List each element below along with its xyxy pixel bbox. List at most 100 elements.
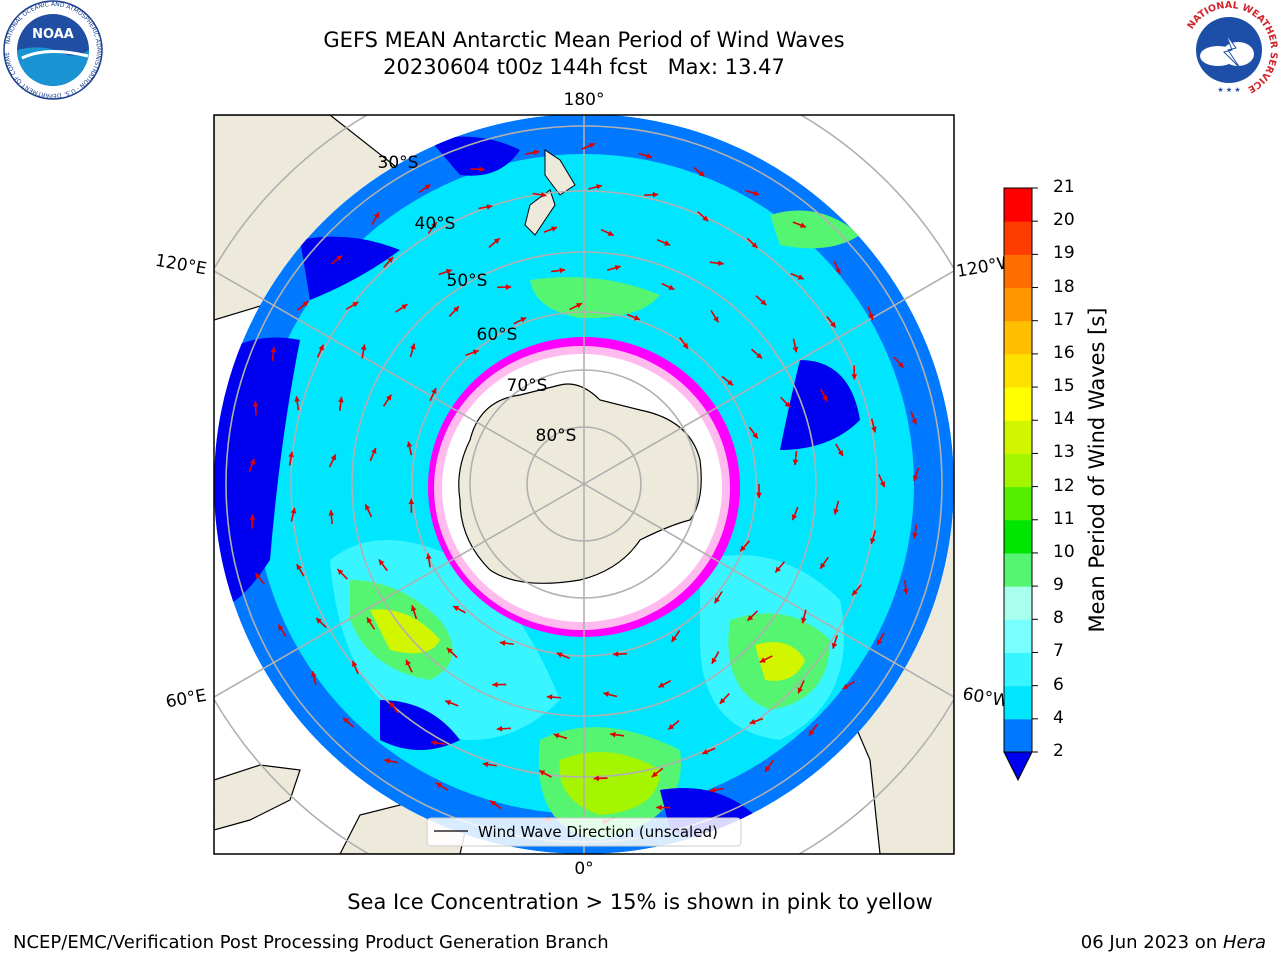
wind-wave-arrowhead <box>740 545 746 552</box>
wind-wave-arrowhead <box>784 401 791 408</box>
wind-wave-arrowhead <box>410 605 417 612</box>
wind-wave-arrowhead <box>714 597 720 604</box>
wind-wave-arrowhead <box>603 691 610 698</box>
antarctica-land <box>458 383 702 584</box>
lat-label-60s: 60°S <box>477 325 518 345</box>
wind-wave-arrowhead <box>760 299 767 306</box>
wind-wave-arrowhead <box>431 388 437 395</box>
wind-wave-arrowhead <box>249 458 256 465</box>
wind-wave-arrowhead <box>302 301 309 307</box>
wind-wave-arrowhead <box>556 652 563 658</box>
wind-wave-arrowhead <box>425 553 432 560</box>
map-area[interactable]: Wind Wave Direction (unscaled) <box>156 0 1012 960</box>
colorbar-tick-label: 10 <box>1053 541 1075 562</box>
colorbar-extend-triangle <box>1003 751 1033 782</box>
colorbar-tick-label: 2 <box>1053 741 1064 761</box>
colorbar-band <box>1004 254 1032 289</box>
wind-wave-arrowhead <box>472 349 479 356</box>
wind-wave-arrowhead <box>912 475 919 482</box>
wind-wave-arrowhead <box>318 344 324 351</box>
colorbar-band <box>1004 353 1032 388</box>
colorbar-tick-label: 9 <box>1053 575 1064 596</box>
wind-wave-arrowhead <box>710 787 716 793</box>
wind-wave-arrowhead <box>792 346 799 353</box>
colorbar-band <box>1004 320 1032 355</box>
wind-wave-arrowhead <box>668 284 675 290</box>
wind-wave-arrowhead <box>702 215 709 222</box>
map-frame <box>213 114 955 855</box>
wind-wave-arrowhead <box>652 191 659 198</box>
wind-wave-arrowhead <box>718 260 724 267</box>
wind-wave-arrowhead <box>366 617 373 624</box>
wind-wave-arrowhead <box>822 395 828 402</box>
wind-wave-arrowhead <box>612 651 619 657</box>
wind-wave-arrowhead <box>727 379 734 386</box>
colorbar-band <box>1004 188 1032 222</box>
lat-label-70s: 70°S <box>507 376 548 396</box>
colorbar-band <box>1004 420 1032 454</box>
wind-wave-arrowhead <box>607 230 614 236</box>
wind-wave-arrowhead <box>797 274 804 280</box>
wind-wave-arrows <box>248 142 920 824</box>
colorbar <box>1003 187 1038 782</box>
africa-land <box>214 764 301 831</box>
svg-text:★ ★ ★: ★ ★ ★ <box>1217 86 1240 94</box>
wind-wave-arrowhead <box>336 255 343 261</box>
wind-wave-arrowhead <box>576 303 583 309</box>
wind-wave-arrowhead <box>371 447 377 454</box>
wind-wave-arrowhead <box>492 681 498 688</box>
lon-label-180: 180° <box>564 90 605 110</box>
wind-wave-arrowhead <box>553 733 560 739</box>
wind-wave-arrowhead <box>897 361 904 368</box>
wind-wave-arrowhead <box>682 342 689 349</box>
wind-wave-arrowhead <box>753 190 760 196</box>
wind-wave-arrowhead <box>389 701 396 708</box>
wind-wave-arrowhead <box>546 694 553 700</box>
wind-wave-arrowhead <box>278 624 284 631</box>
lat-label-50s: 50°S <box>447 271 488 291</box>
wind-wave-arrowhead <box>593 775 599 782</box>
wind-wave-arrowhead <box>435 782 442 788</box>
wind-wave-arrowhead <box>614 264 621 271</box>
wind-wave-arrowhead <box>365 504 371 511</box>
lon-label-60e: 60°E <box>164 686 208 713</box>
wind-wave-arrowhead <box>551 226 558 232</box>
colorbar-tick-label: 11 <box>1053 508 1075 529</box>
map-legend: Wind Wave Direction (unscaled) <box>426 817 742 847</box>
colorbar-band <box>1004 287 1032 322</box>
wind-wave-arrowhead <box>410 343 416 350</box>
wind-wave-arrowhead <box>752 432 758 439</box>
wind-wave-arrowhead <box>337 569 344 575</box>
colorbar-tick-label: 7 <box>1053 641 1064 662</box>
colorbar-band <box>1004 652 1032 687</box>
wind-wave-arrowhead <box>352 660 358 667</box>
wind-wave-arrowhead <box>837 450 843 457</box>
wind-wave-arrowhead <box>835 267 841 274</box>
wind-wave-arrowhead <box>651 771 658 777</box>
wind-wave-arrowhead <box>520 317 527 323</box>
colorbar-tick-label: 17 <box>1053 309 1075 330</box>
wind-wave-arrowhead <box>249 514 256 520</box>
wind-wave-arrowhead <box>424 184 431 190</box>
wind-wave-arrowhead <box>912 532 918 539</box>
footer-credit: NCEP/EMC/Verification Post Processing Pr… <box>13 932 609 953</box>
wind-wave-arrowhead <box>559 267 565 274</box>
wind-wave-arrowhead <box>658 682 665 688</box>
wind-wave-arrowhead <box>338 396 344 403</box>
wind-wave-arrowhead <box>842 683 849 689</box>
wind-wave-arrowhead <box>646 153 653 159</box>
colorbar-tick-label: 6 <box>1053 674 1064 695</box>
wind-wave-arrowhead <box>496 725 503 732</box>
wind-wave-arrowhead <box>453 306 459 313</box>
colorbar-frame <box>1003 187 1033 753</box>
wind-wave-arrowhead <box>445 699 452 706</box>
wind-wave-arrowhead <box>386 394 392 401</box>
wind-wave-arrowhead <box>656 804 662 811</box>
colorbar-band <box>1004 486 1032 521</box>
wind-wave-arrowhead <box>877 639 883 646</box>
wind-wave-arrowhead <box>373 212 379 219</box>
wind-wave-arrowhead <box>482 761 489 768</box>
colorbar-band <box>1004 519 1032 554</box>
colorbar-tick-label: 16 <box>1053 342 1075 363</box>
